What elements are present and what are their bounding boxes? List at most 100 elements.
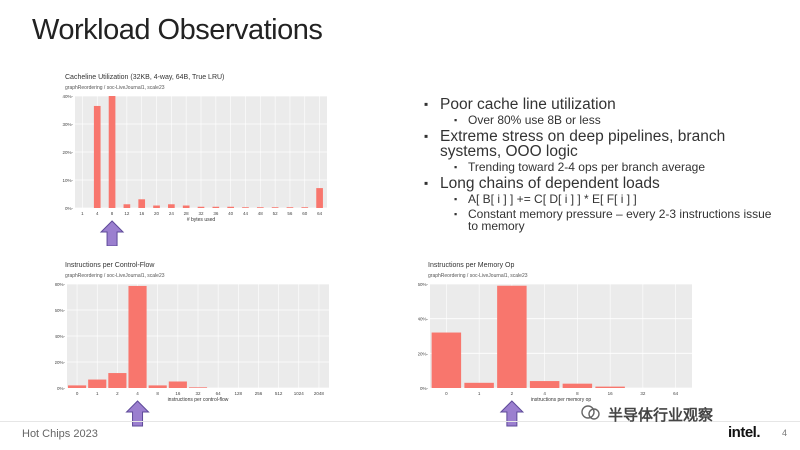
x-tick-label: 64: [317, 211, 323, 216]
bar-60: [301, 207, 309, 208]
y-tick-label: 40%-: [55, 334, 65, 339]
wechat-icon: [581, 405, 600, 420]
bar-1: [88, 379, 107, 388]
x-tick-label: 1: [81, 211, 84, 216]
bar-2: [108, 373, 127, 388]
bar-8: [148, 385, 167, 388]
x-tick-label: 4: [96, 211, 99, 216]
chart-svg: 0%- 20%- 40%- 60%- 80%- 0 1 2 4 8 16 32 64 128 256 512 1…: [55, 282, 329, 427]
y-tick-label: 0%-: [420, 386, 429, 391]
bar-52: [271, 207, 279, 208]
x-tick-label: 16: [139, 211, 145, 216]
x-tick-label: 32: [195, 391, 201, 396]
bar-56: [286, 207, 294, 208]
x-tick-label: 12: [124, 211, 130, 216]
bar-4: [93, 105, 101, 208]
bar-44: [242, 207, 249, 208]
bar-40: [227, 206, 234, 208]
bullet-item: Long chains of dependent loads: [424, 176, 784, 192]
intel-logo: intel.: [728, 424, 761, 441]
bar-28: [182, 205, 190, 208]
chart-title: Instructions per Control-Flow: [65, 262, 155, 269]
chart-title: Cacheline Utilization (32KB, 4-way, 64B,…: [65, 74, 225, 81]
bar-16: [168, 381, 187, 388]
bar-0: [68, 385, 87, 388]
chart-svg: 0%- 20%- 40%- 60%- 0 1 2 4 8 16 32 64 instructions p…: [418, 282, 692, 427]
x-tick-label: 32: [640, 391, 646, 396]
x-tick-label: 16: [175, 391, 181, 396]
sub-bullet-item: Over 80% use 8B or less: [424, 114, 784, 126]
x-tick-label: 56: [287, 211, 293, 216]
x-tick-label: 2048: [314, 391, 325, 396]
x-tick-label: 8: [111, 211, 114, 216]
bar-4: [128, 285, 147, 388]
bar-16: [595, 386, 625, 388]
sub-bullet-item: A[ B[ i ] ] += C[ D[ i ] ] * E[ F[ i ] ]: [424, 193, 784, 205]
x-tick-label: 4: [136, 391, 139, 396]
y-tick-label: 30%-: [62, 122, 73, 127]
y-tick-label: 60%-: [55, 308, 65, 313]
x-tick-label: 0: [445, 391, 448, 396]
chart-instructions-per-control-flow: Instructions per Control-Flow graphReord…: [55, 262, 335, 434]
x-tick-label: 8: [156, 391, 159, 396]
x-tick-label: 512: [275, 391, 283, 396]
watermark-text: 半导体行业观察: [608, 407, 714, 424]
chart-subtitle: graphReordering / soc-LiveJournal1, scal…: [428, 273, 528, 279]
x-tick-label: 4: [543, 391, 546, 396]
chart-cacheline-utilization: Cacheline Utilization (32KB, 4-way, 64B,…: [55, 74, 335, 246]
x-tick-label: 24: [169, 211, 175, 216]
x-tick-label: 16: [608, 391, 614, 396]
x-tick-label: 28: [184, 211, 190, 216]
bar-1: [464, 382, 494, 388]
x-tick-label: 40: [228, 211, 234, 216]
bar-24: [168, 204, 175, 208]
x-tick-label: 1: [478, 391, 481, 396]
x-tick-label: 0: [76, 391, 79, 396]
chart-subtitle: graphReordering / soc-LiveJournal1, scal…: [65, 85, 165, 91]
bar-36: [212, 206, 220, 208]
x-tick-label: 2: [511, 391, 514, 396]
y-tick-label: 10%-: [62, 178, 73, 183]
up-arrow-icon: [125, 400, 150, 427]
chart-svg: 0%-10%-20%-30%-40%-1 4 8 12 16 20 24 28 32 36 40 44…: [62, 94, 327, 246]
bar-12: [123, 204, 131, 208]
y-tick-label: 0%-: [65, 206, 74, 211]
x-tick-label: 64: [216, 391, 222, 396]
bullet-item: Poor cache line utilization: [424, 97, 784, 113]
x-tick-label: 32: [198, 211, 204, 216]
x-tick-label: 36: [213, 211, 219, 216]
chart-instructions-per-memory-op: Instructions per Memory Op graphReorderi…: [418, 262, 698, 434]
x-tick-label: 1: [96, 391, 99, 396]
x-tick-label: 64: [673, 391, 679, 396]
footer-event-name: Hot Chips 2023: [22, 428, 98, 440]
x-tick-label: 8: [576, 391, 579, 396]
page-number: 4: [782, 428, 788, 438]
plot-panel: [430, 284, 692, 388]
y-tick-label: 0%-: [57, 386, 66, 391]
bar-20: [153, 205, 160, 208]
x-axis-label: instructions per control-flow: [168, 397, 229, 403]
footer-divider: [0, 421, 800, 422]
bar-2: [497, 285, 527, 388]
bar-0: [431, 332, 462, 388]
bullet-item: Extreme stress on deep pipelines, branch…: [424, 129, 784, 160]
x-tick-label: 48: [258, 211, 264, 216]
x-tick-label: 128: [235, 391, 243, 396]
x-tick-label: 52: [273, 211, 279, 216]
up-arrow-icon: [99, 220, 125, 246]
up-arrow-icon: [499, 400, 525, 427]
slide-title: Workload Observations: [32, 14, 323, 46]
y-tick-label: 20%-: [55, 360, 65, 365]
x-tick-label: 44: [243, 211, 249, 216]
y-tick-label: 20%-: [62, 150, 73, 155]
bar-8: [562, 383, 593, 388]
bar-48: [256, 207, 264, 208]
y-tick-label: 40%-: [418, 317, 428, 322]
chart-subtitle: graphReordering / soc-LiveJournal1, scal…: [65, 273, 165, 279]
x-tick-label: 256: [255, 391, 263, 396]
chart-title: Instructions per Memory Op: [428, 262, 515, 269]
x-axis-label: # bytes used: [187, 217, 216, 223]
y-tick-label: 40%-: [62, 94, 73, 99]
bar-8: [108, 96, 116, 208]
bar-16: [138, 199, 146, 208]
